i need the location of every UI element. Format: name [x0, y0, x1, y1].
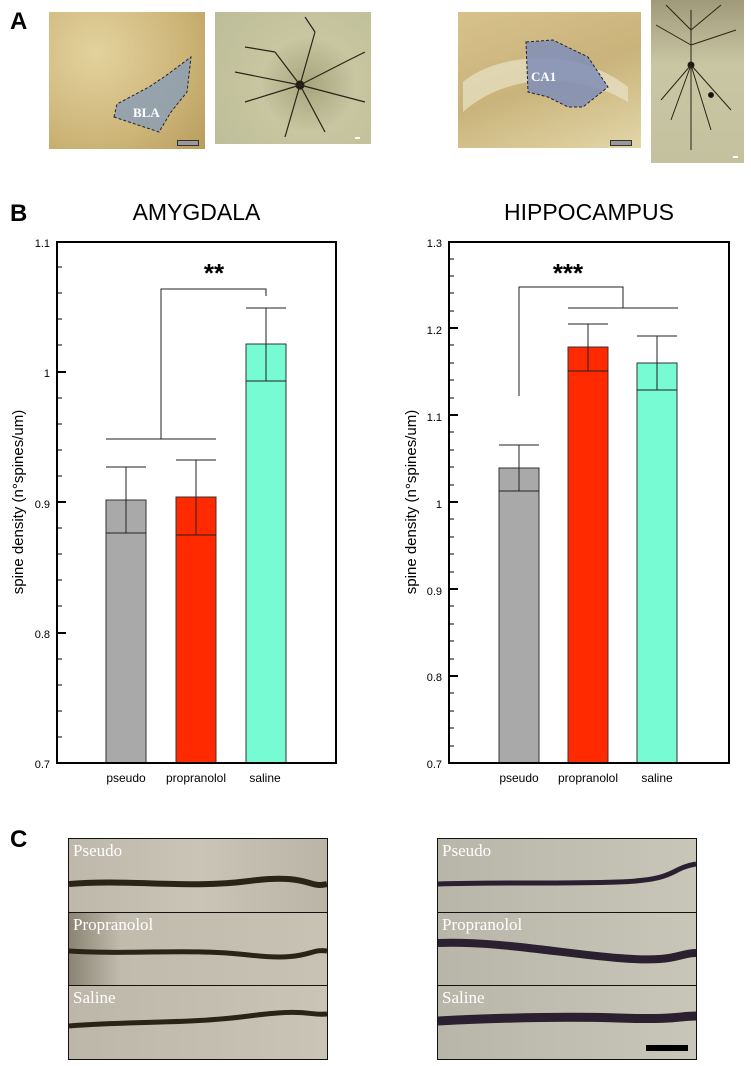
- hippocampus-neuron-image: [651, 0, 744, 163]
- bar-charts: spine density (n°spines/um) 1.1 1 0.9 0.…: [10, 238, 730, 785]
- dendrite-strip-saline: Saline: [437, 985, 697, 1060]
- significance-stars: **: [204, 258, 225, 288]
- x-tick-label: saline: [249, 771, 281, 785]
- y-tick-label: 0.7: [35, 759, 50, 771]
- bar-saline: [636, 362, 678, 764]
- dendrite-strip-pseudo: Pseudo: [437, 838, 697, 913]
- scale-bar: [733, 156, 738, 158]
- panel-letter-a: A: [10, 8, 28, 35]
- dendrite-strip-propranolol: Propranolol: [437, 912, 697, 986]
- y-tick-label: 1.1: [35, 238, 50, 250]
- amygdala-chart: spine density (n°spines/um) 1.1 1 0.9 0.…: [10, 238, 337, 785]
- ca1-label: CA1: [531, 69, 557, 84]
- x-tick-label: propranolol: [166, 771, 226, 785]
- amygdala-chart-title: AMYGDALA: [132, 199, 261, 225]
- y-tick-label: 1: [44, 368, 50, 380]
- dendrite-strip-propranolol: Propranolol: [68, 912, 328, 986]
- bar-pseudo: [498, 467, 540, 764]
- amygdala-neuron-image: [215, 12, 371, 144]
- hippocampus-chart: spine density (n°spines/um) 1.3 1.2 1.1 …: [403, 238, 730, 785]
- significance-bracket: [518, 286, 678, 396]
- error-bars: [106, 307, 286, 536]
- strip-label: Propranolol: [73, 915, 154, 934]
- bar-saline: [245, 343, 287, 764]
- x-tick-label: propranolol: [558, 771, 618, 785]
- y-tick-label: 0.7: [427, 759, 442, 771]
- significance-bracket: [106, 288, 267, 440]
- strip-label: Saline: [73, 988, 116, 1007]
- scale-bar: [646, 1045, 688, 1051]
- bar-propranolol: [175, 496, 217, 764]
- bar-propranolol: [567, 346, 609, 764]
- hippocampus-plot-frame: [448, 241, 730, 764]
- x-tick-label: pseudo: [499, 771, 539, 785]
- significance-stars: ***: [553, 258, 584, 288]
- neuron-dendrites: [234, 16, 366, 138]
- y-tick-label: 1.2: [427, 325, 442, 337]
- x-tick-label: saline: [641, 771, 673, 785]
- y-tick-label: 1: [436, 499, 442, 511]
- y-tick-label: 1.1: [427, 412, 442, 424]
- strip-label: Pseudo: [442, 841, 492, 860]
- bla-region-outline: [113, 55, 192, 133]
- error-bars: [499, 323, 677, 492]
- y-tick-label: 0.8: [35, 629, 50, 641]
- strip-label: Propranolol: [442, 915, 523, 934]
- strip-label: Saline: [442, 988, 485, 1007]
- hippocampus-y-axis-label: spine density (n°spines/um): [403, 410, 420, 594]
- x-tick-label: pseudo: [106, 771, 146, 785]
- panel-letter-b: B: [10, 200, 28, 227]
- pyramidal-neuron: [655, 4, 737, 150]
- hippocampus-section-image: CA1: [458, 12, 641, 148]
- y-tick-label: 0.9: [427, 586, 442, 598]
- scale-bar: [355, 137, 360, 139]
- scale-bar: [610, 140, 632, 146]
- amygdala-plot-frame: [56, 241, 337, 764]
- amygdala-section-image: BLA: [49, 12, 205, 149]
- hippocampus-chart-title: HIPPOCAMPUS: [504, 199, 674, 225]
- bar-pseudo: [105, 499, 147, 764]
- y-tick-label: 0.8: [427, 672, 442, 684]
- amygdala-y-axis-label: spine density (n°spines/um): [10, 410, 27, 594]
- strip-label: Pseudo: [73, 841, 123, 860]
- y-tick-label: 0.9: [35, 499, 50, 511]
- ca1-region-outline: [463, 39, 628, 112]
- panel-letter-c: C: [10, 826, 28, 853]
- scale-bar: [177, 140, 199, 146]
- y-tick-label: 1.3: [427, 238, 442, 250]
- dendrite-strip-pseudo: Pseudo: [68, 838, 328, 913]
- bla-label: BLA: [133, 105, 160, 120]
- dendrite-strip-saline: Saline: [68, 985, 328, 1060]
